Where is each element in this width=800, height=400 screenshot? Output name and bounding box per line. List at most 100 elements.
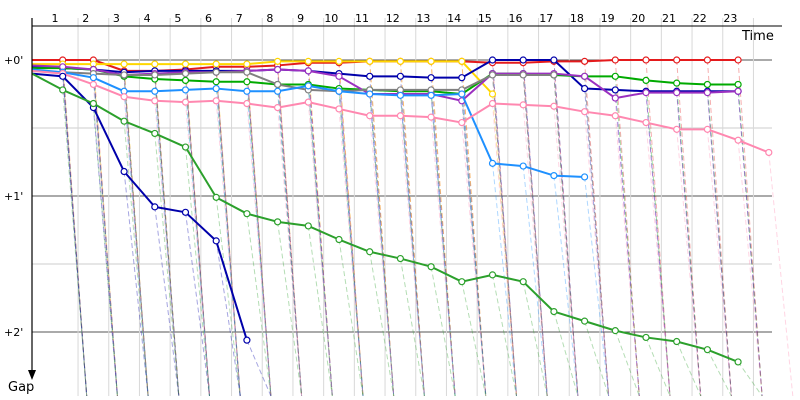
drop-line xyxy=(645,80,671,397)
data-point xyxy=(611,72,619,80)
data-point xyxy=(519,101,527,109)
data-point xyxy=(642,89,650,97)
grid xyxy=(32,18,772,396)
drop-line xyxy=(706,92,732,397)
data-point xyxy=(181,143,190,151)
drop-line xyxy=(676,129,702,397)
drop-line xyxy=(430,95,456,397)
series-line xyxy=(32,60,494,95)
drop-line xyxy=(92,77,118,397)
drop-line xyxy=(492,274,517,397)
data-point xyxy=(366,248,374,256)
drop-line xyxy=(584,88,610,397)
drop-line xyxy=(369,93,395,397)
data-point xyxy=(488,159,497,167)
data-point xyxy=(734,358,742,366)
drop-line xyxy=(492,93,517,397)
drop-line xyxy=(92,69,118,397)
drop-line xyxy=(215,72,241,397)
drop-line xyxy=(277,91,303,397)
drop-line xyxy=(676,91,702,397)
drop-line xyxy=(246,103,272,397)
data-point xyxy=(580,57,589,65)
data-point xyxy=(673,56,681,64)
data-point xyxy=(458,57,466,65)
data-point xyxy=(396,112,404,120)
drop-line xyxy=(584,76,610,397)
drop-line xyxy=(676,92,702,397)
data-point xyxy=(243,87,251,95)
drop-line xyxy=(92,73,118,397)
data-point xyxy=(151,129,159,138)
data-point xyxy=(151,97,159,105)
x-tick-label: 9 xyxy=(297,12,304,25)
series-group xyxy=(31,56,773,366)
drop-lines xyxy=(62,59,794,397)
drop-line xyxy=(522,281,548,397)
drop-line xyxy=(154,74,180,397)
data-point xyxy=(673,79,681,87)
drop-line xyxy=(185,72,210,397)
drop-line xyxy=(277,65,303,397)
drop-line xyxy=(369,93,395,397)
drop-line xyxy=(737,59,763,397)
drop-line xyxy=(215,66,241,397)
drop-line xyxy=(737,140,763,397)
drop-line xyxy=(399,89,425,397)
drop-line xyxy=(246,213,272,397)
drop-line xyxy=(553,311,579,397)
drop-line xyxy=(215,88,241,397)
data-point xyxy=(580,317,589,325)
drop-line xyxy=(307,70,333,397)
drop-line xyxy=(399,76,425,397)
data-point xyxy=(519,71,527,79)
drop-line xyxy=(92,103,118,397)
drop-line xyxy=(614,89,640,397)
data-point xyxy=(734,87,742,95)
drop-line xyxy=(277,84,303,397)
drop-line xyxy=(706,84,732,397)
y-axis-label: Gap xyxy=(8,380,34,395)
drop-line xyxy=(645,92,671,397)
drop-line xyxy=(92,107,118,397)
drop-line xyxy=(338,88,364,397)
drop-line xyxy=(215,81,241,397)
data-point xyxy=(458,90,466,98)
drop-line xyxy=(338,239,364,397)
drop-line xyxy=(338,108,364,397)
drop-line xyxy=(185,69,210,397)
drop-line xyxy=(553,59,579,397)
drop-line xyxy=(338,73,364,397)
data-point xyxy=(89,99,98,108)
drop-line xyxy=(185,80,210,397)
data-point xyxy=(120,93,128,101)
x-tick-label: 21 xyxy=(662,12,676,25)
x-tick-label: 1 xyxy=(52,12,59,25)
data-point xyxy=(304,82,312,90)
data-point xyxy=(274,80,282,89)
x-tick-label: 6 xyxy=(205,12,212,25)
x-axis-label: Time xyxy=(741,29,774,44)
drop-line xyxy=(307,84,333,397)
data-point xyxy=(734,136,742,144)
drop-line xyxy=(461,122,487,397)
data-point xyxy=(703,125,712,133)
drop-line xyxy=(154,100,180,397)
data-point xyxy=(181,98,190,106)
drop-line xyxy=(123,70,149,397)
drop-line xyxy=(461,93,487,397)
data-point xyxy=(488,99,497,108)
drop-line xyxy=(492,59,517,397)
drop-line xyxy=(399,115,425,397)
data-point xyxy=(274,218,282,226)
x-tick-label: 18 xyxy=(570,12,584,25)
drop-line xyxy=(584,111,610,397)
drop-line xyxy=(553,73,579,397)
drop-line xyxy=(185,146,210,397)
data-point xyxy=(89,74,98,82)
data-point xyxy=(212,60,220,68)
drop-line xyxy=(492,163,517,397)
drop-line xyxy=(399,258,425,397)
x-tick-label: 14 xyxy=(447,12,461,25)
